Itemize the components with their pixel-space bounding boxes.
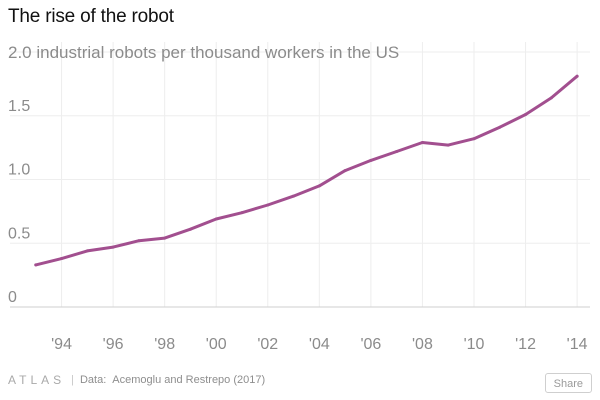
data-point — [420, 141, 424, 145]
data-point — [369, 158, 373, 162]
data-point — [266, 203, 270, 207]
x-tick-label: '06 — [360, 336, 381, 353]
x-tick-label: '10 — [464, 336, 485, 353]
x-tick-label: '12 — [515, 336, 536, 353]
data-point — [188, 227, 192, 231]
x-tick-label: '14 — [567, 336, 588, 353]
data-point — [575, 74, 579, 78]
data-point — [240, 211, 244, 215]
chart-title: The rise of the robot — [8, 6, 174, 27]
x-tick-label: '02 — [257, 336, 278, 353]
x-tick-labels: '94 '96 '98 '00 '02 '04 '06 '08 '10 '12 '14 — [51, 336, 588, 353]
y-tick-label: 1.0 — [8, 162, 30, 179]
data-point — [395, 149, 399, 153]
data-point — [34, 263, 38, 267]
data-point — [214, 217, 218, 221]
data-point — [446, 143, 450, 147]
series-line — [34, 74, 579, 267]
y-tick-labels: 0 0.5 1.0 1.5 — [8, 98, 30, 306]
data-point — [111, 245, 115, 249]
data-point — [498, 125, 502, 129]
series — [34, 74, 579, 267]
y-tick-label: 0.5 — [8, 225, 30, 242]
data-point — [163, 236, 167, 240]
atlas-logo: ATLAS — [8, 373, 66, 387]
x-tick-label: '98 — [154, 336, 175, 353]
data-point — [472, 137, 476, 141]
data-point — [292, 194, 296, 198]
data-point — [317, 184, 321, 188]
data-source-prefix: Data: — [79, 374, 107, 386]
y-tick-label: 1.5 — [8, 98, 30, 115]
x-tick-label: '94 — [51, 336, 72, 353]
footer-separator: | — [71, 374, 74, 386]
footer: ATLAS | Data: Acemoglu and Restrepo (201… — [8, 370, 265, 390]
share-button[interactable]: Share — [544, 373, 592, 393]
data-source-text: Acemoglu and Restrepo (2017) — [112, 374, 266, 386]
data-point — [549, 96, 553, 100]
x-tick-label: '08 — [412, 336, 433, 353]
grid — [10, 42, 590, 307]
x-tick-label: '04 — [309, 336, 330, 353]
data-point — [85, 249, 89, 253]
x-tick-label: '96 — [103, 336, 124, 353]
data-point — [524, 112, 528, 116]
data-point — [60, 257, 64, 261]
y-axis-label: 2.0 industrial robots per thousand worke… — [8, 43, 399, 62]
y-tick-label: 0 — [8, 289, 17, 306]
x-tick-label: '00 — [206, 336, 227, 353]
data-point — [343, 169, 347, 173]
data-point — [137, 239, 141, 243]
